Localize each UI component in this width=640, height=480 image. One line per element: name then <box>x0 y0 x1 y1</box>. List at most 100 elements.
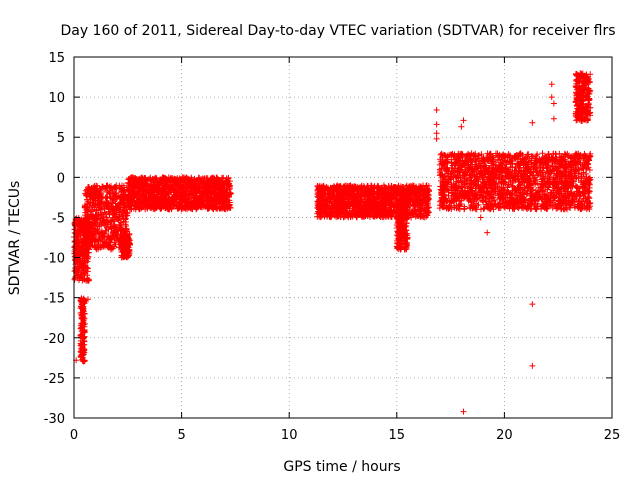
data-point <box>94 211 101 218</box>
data-point <box>83 252 90 259</box>
data-point <box>586 166 593 173</box>
data-points <box>71 70 594 415</box>
data-point <box>79 357 86 364</box>
data-point <box>119 194 126 201</box>
data-point <box>109 245 116 252</box>
data-point <box>82 235 89 242</box>
data-point <box>122 215 129 222</box>
data-point <box>89 202 96 209</box>
data-point <box>105 200 112 207</box>
data-point <box>81 212 88 219</box>
data-point <box>80 321 87 328</box>
data-point <box>119 209 126 216</box>
data-point <box>77 246 84 253</box>
data-point <box>79 342 86 349</box>
data-point <box>99 238 106 245</box>
data-point <box>85 198 92 205</box>
data-point <box>78 295 85 302</box>
data-point <box>78 315 85 322</box>
data-point <box>111 210 118 217</box>
data-point <box>75 253 82 260</box>
data-point <box>113 211 120 218</box>
data-point <box>124 210 131 217</box>
data-point <box>88 194 95 201</box>
data-point <box>105 234 112 241</box>
data-point <box>103 182 110 189</box>
data-point <box>125 246 132 253</box>
data-point <box>91 243 98 250</box>
data-point <box>108 218 115 225</box>
data-point <box>110 196 117 203</box>
data-point <box>121 232 128 239</box>
data-point <box>95 194 102 201</box>
data-point <box>77 263 84 270</box>
data-point <box>100 241 107 248</box>
data-point <box>82 244 89 251</box>
data-point <box>74 231 81 238</box>
data-point <box>123 223 130 230</box>
data-point <box>105 243 112 250</box>
data-point <box>107 187 114 194</box>
data-point <box>73 245 80 252</box>
data-point <box>124 250 131 257</box>
data-point <box>71 238 78 245</box>
data-point <box>107 223 114 230</box>
data-point <box>76 227 83 234</box>
data-point <box>111 189 118 196</box>
data-point <box>84 184 91 191</box>
data-point <box>107 242 114 249</box>
data-point <box>84 231 91 238</box>
data-point <box>81 275 88 282</box>
data-point <box>79 305 86 312</box>
chart-title: Day 160 of 2011, Sidereal Day-to-day VTE… <box>60 23 615 39</box>
data-point <box>109 199 116 206</box>
data-point <box>82 190 89 197</box>
data-point <box>96 198 103 205</box>
data-point <box>92 244 99 251</box>
data-point <box>84 277 91 284</box>
data-point <box>73 215 80 222</box>
data-point <box>81 328 88 335</box>
data-point <box>111 227 118 234</box>
data-point <box>84 255 91 262</box>
data-point <box>108 232 115 239</box>
data-point <box>77 332 84 339</box>
data-point <box>122 236 129 243</box>
data-point <box>117 226 124 233</box>
data-point <box>81 357 88 364</box>
data-point <box>93 229 100 236</box>
data-point <box>78 221 85 228</box>
data-point <box>78 257 85 264</box>
data-point <box>98 195 105 202</box>
data-point <box>85 206 92 213</box>
grid <box>74 57 612 418</box>
data-point <box>79 312 86 319</box>
data-point <box>103 214 110 221</box>
data-point <box>87 226 94 233</box>
data-point <box>80 262 87 269</box>
data-point <box>118 252 125 259</box>
data-point <box>77 274 84 281</box>
data-point <box>110 205 117 212</box>
data-point <box>91 201 98 208</box>
data-point <box>102 219 109 226</box>
data-point <box>121 200 128 207</box>
data-point <box>123 226 130 233</box>
data-point <box>118 188 125 195</box>
data-point <box>82 215 89 222</box>
data-point <box>99 183 106 190</box>
data-point <box>82 232 89 239</box>
data-point <box>78 250 85 257</box>
data-point <box>91 219 98 226</box>
data-point <box>116 215 123 222</box>
data-point <box>118 219 125 226</box>
data-point <box>120 240 127 247</box>
data-point <box>86 246 93 253</box>
data-point <box>118 245 125 252</box>
data-point <box>120 241 127 248</box>
data-point <box>89 197 96 204</box>
data-point <box>81 202 88 209</box>
data-point <box>78 240 85 247</box>
data-point <box>122 216 129 223</box>
